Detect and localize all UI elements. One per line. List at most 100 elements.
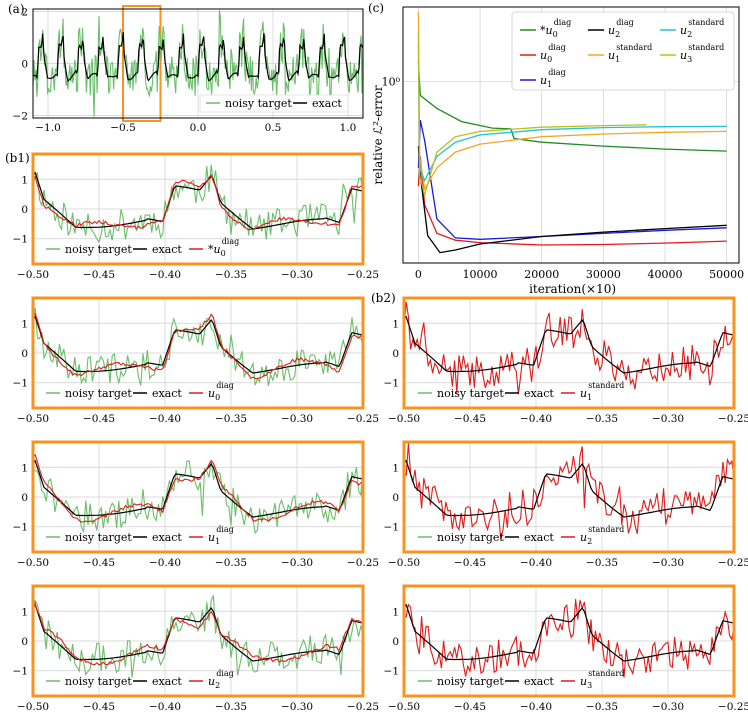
legend-fit: u2diag bbox=[208, 669, 234, 690]
legend-box bbox=[511, 11, 735, 91]
x-tick-label: −0.50 bbox=[17, 701, 49, 713]
axes-frame bbox=[402, 440, 736, 554]
series-noisy-target bbox=[403, 443, 735, 543]
panel-b2-1: −0.50 −0.45 −0.40 −0.35 −0.30 −0.25 −1 0 1 noisy … bbox=[384, 296, 748, 425]
x-tick-label: −0.35 bbox=[215, 557, 247, 569]
legend-fit: *u0diag bbox=[208, 237, 239, 258]
y-tick-label: 1 bbox=[21, 174, 28, 186]
series-fit bbox=[32, 453, 364, 523]
series-blue bbox=[417, 119, 727, 240]
legend-red: u0diag bbox=[540, 43, 566, 64]
x-tick-label: −0.45 bbox=[83, 701, 115, 713]
panel-b2-2: −0.50 −0.45 −0.40 −0.35 −0.30 −0.25 −1 0 1 noisy … bbox=[384, 440, 748, 569]
y-tick-label: 0 bbox=[21, 636, 28, 648]
legend-black: u2diag bbox=[608, 18, 634, 39]
series-exact bbox=[32, 315, 364, 374]
legend-fit: u2standard bbox=[580, 525, 624, 546]
legend-noisy-target: noisy target bbox=[437, 387, 504, 400]
y-axis-label: relative ℒ²-error bbox=[371, 85, 385, 184]
x-tick-label: −0.30 bbox=[281, 413, 313, 425]
axes-frame bbox=[31, 584, 365, 698]
y-tick-label: 0 bbox=[21, 492, 28, 504]
x-tick-label: −0.25 bbox=[347, 269, 379, 281]
axes-frame bbox=[32, 8, 364, 119]
x-tick-label: −0.45 bbox=[83, 269, 115, 281]
legend-exact: exact bbox=[524, 675, 554, 688]
x-tick-label: −0.50 bbox=[388, 413, 420, 425]
x-tick-label: −0.25 bbox=[347, 701, 379, 713]
y-tick-label: 1 bbox=[392, 606, 399, 618]
panel-c: 0 10000 20000 30000 40000 50000 10⁰ iteration(×… bbox=[371, 6, 744, 296]
axes-frame bbox=[31, 296, 365, 410]
y-tick-label: −1 bbox=[13, 666, 28, 678]
x-tick-label: −0.25 bbox=[718, 557, 748, 569]
x-tick-label: −0.35 bbox=[215, 413, 247, 425]
x-tick-label: −0.40 bbox=[520, 413, 552, 425]
legend-olive: u3standard bbox=[680, 43, 724, 64]
legend-noisy-target: noisy target bbox=[65, 531, 132, 544]
series-exact bbox=[32, 171, 364, 230]
x-tick-label: −0.30 bbox=[281, 701, 313, 713]
x-tick-label: −0.45 bbox=[83, 413, 115, 425]
series-fit bbox=[403, 302, 735, 394]
x-tick-label: −0.30 bbox=[652, 557, 684, 569]
zoom-window bbox=[122, 5, 162, 122]
x-tick-label: −0.35 bbox=[586, 557, 618, 569]
series-black bbox=[417, 146, 727, 254]
series-exact bbox=[32, 459, 364, 518]
x-tick-label: −0.5 bbox=[110, 122, 136, 134]
series-cyan bbox=[417, 45, 727, 183]
x-tick-label: −0.25 bbox=[347, 413, 379, 425]
x-tick-label: −0.45 bbox=[83, 557, 115, 569]
panel-b1-0: −0.50 −0.45 −0.40 −0.35 −0.30 −0.25 −1 0 1 noisy … bbox=[13, 152, 379, 281]
legend-cyan: u2standard bbox=[680, 18, 724, 39]
series-fit bbox=[32, 173, 364, 231]
x-tick-label: 0.0 bbox=[190, 122, 207, 134]
legend-noisy-target: noisy target bbox=[437, 531, 504, 544]
x-tick-label: −0.30 bbox=[281, 269, 313, 281]
x-tick-label: −0.25 bbox=[718, 701, 748, 713]
y-tick-label: −1 bbox=[13, 378, 28, 390]
legend-noisy-target: noisy target bbox=[437, 675, 504, 688]
x-tick-label: 20000 bbox=[524, 268, 559, 281]
series-noisy-target bbox=[32, 164, 364, 244]
y-tick-label: 0 bbox=[21, 204, 28, 216]
series-noisy-target bbox=[403, 302, 735, 396]
x-tick-label: −0.45 bbox=[454, 413, 486, 425]
legend-exact: exact bbox=[152, 387, 182, 400]
y-tick-label: 0 bbox=[392, 492, 399, 504]
x-tick-label: −0.45 bbox=[454, 557, 486, 569]
y-tick-label: −1 bbox=[13, 522, 28, 534]
series-exact bbox=[403, 459, 735, 518]
legend-fit: u1diag bbox=[208, 525, 234, 546]
x-tick-label: −0.35 bbox=[586, 701, 618, 713]
legend-noisy-target: noisy target bbox=[65, 675, 132, 688]
x-tick-label: −0.30 bbox=[652, 413, 684, 425]
x-tick-label: −0.30 bbox=[281, 557, 313, 569]
panel-b1-1: −0.50 −0.45 −0.40 −0.35 −0.30 −0.25 −1 0 1 noisy … bbox=[13, 296, 379, 425]
legend-exact: exact bbox=[524, 387, 554, 400]
panel-a: −1.0 −0.5 0.0 0.5 1.0 −2 0 2 noisy target exact bbox=[13, 5, 364, 134]
series-fit bbox=[403, 599, 735, 678]
x-tick-label: −1.0 bbox=[35, 122, 61, 134]
legend-blue: u1diag bbox=[540, 68, 566, 89]
y-tick-label: 10⁰ bbox=[382, 76, 401, 89]
series-exact bbox=[403, 315, 735, 374]
x-tick-label: −0.35 bbox=[586, 413, 618, 425]
series-fit bbox=[32, 601, 364, 666]
x-tick-label: 30000 bbox=[586, 268, 621, 281]
y-tick-label: 1 bbox=[392, 462, 399, 474]
x-tick-label: −0.35 bbox=[215, 269, 247, 281]
panel-label-c: (c) bbox=[368, 1, 384, 15]
series-noisy-target bbox=[32, 307, 364, 387]
y-tick-label: 0 bbox=[392, 348, 399, 360]
x-tick-label: −0.50 bbox=[17, 413, 49, 425]
legend-fit: u3standard bbox=[580, 669, 624, 690]
y-tick-label: −1 bbox=[384, 522, 399, 534]
x-tick-label: 40000 bbox=[648, 268, 683, 281]
panel-b1-3: −0.50 −0.45 −0.40 −0.35 −0.30 −0.25 −1 0 1 noisy … bbox=[13, 584, 379, 713]
series-noisy-target bbox=[32, 460, 364, 535]
x-tick-label: −0.40 bbox=[520, 557, 552, 569]
